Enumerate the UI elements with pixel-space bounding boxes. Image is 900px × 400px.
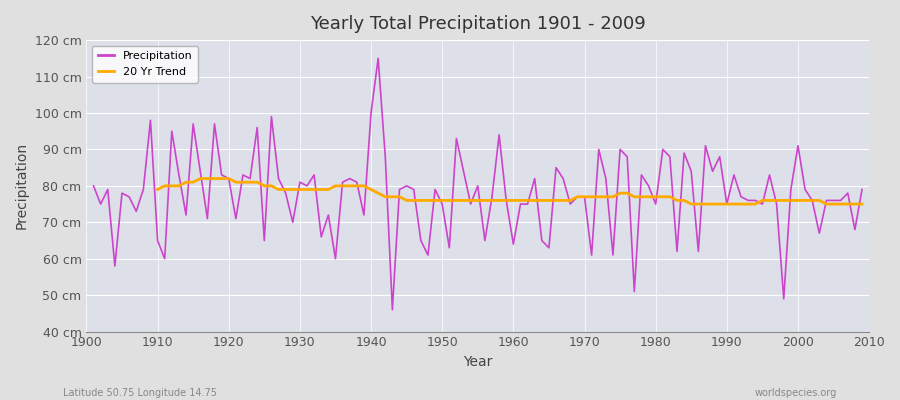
20 Yr Trend xyxy=(857,202,868,206)
Title: Yearly Total Precipitation 1901 - 2009: Yearly Total Precipitation 1901 - 2009 xyxy=(310,15,645,33)
Y-axis label: Precipitation: Precipitation xyxy=(15,142,29,230)
Precipitation xyxy=(857,187,868,192)
Precipitation xyxy=(302,184,312,188)
20 Yr Trend xyxy=(814,198,824,203)
Text: worldspecies.org: worldspecies.org xyxy=(755,388,837,398)
Precipitation xyxy=(345,176,356,181)
20 Yr Trend xyxy=(522,198,533,203)
Text: Latitude 50.75 Longitude 14.75: Latitude 50.75 Longitude 14.75 xyxy=(63,388,217,398)
Precipitation xyxy=(373,56,383,61)
20 Yr Trend xyxy=(195,176,206,181)
Precipitation xyxy=(145,118,156,123)
Precipitation xyxy=(88,184,99,188)
Precipitation xyxy=(522,202,533,206)
Precipitation xyxy=(608,253,618,258)
Line: 20 Yr Trend: 20 Yr Trend xyxy=(158,178,862,204)
20 Yr Trend xyxy=(835,202,846,206)
X-axis label: Year: Year xyxy=(464,355,492,369)
Legend: Precipitation, 20 Yr Trend: Precipitation, 20 Yr Trend xyxy=(92,46,198,82)
Precipitation xyxy=(387,307,398,312)
20 Yr Trend xyxy=(152,187,163,192)
20 Yr Trend xyxy=(294,187,305,192)
20 Yr Trend xyxy=(686,202,697,206)
Precipitation xyxy=(515,202,526,206)
20 Yr Trend xyxy=(323,187,334,192)
Line: Precipitation: Precipitation xyxy=(94,58,862,310)
20 Yr Trend xyxy=(579,194,590,199)
